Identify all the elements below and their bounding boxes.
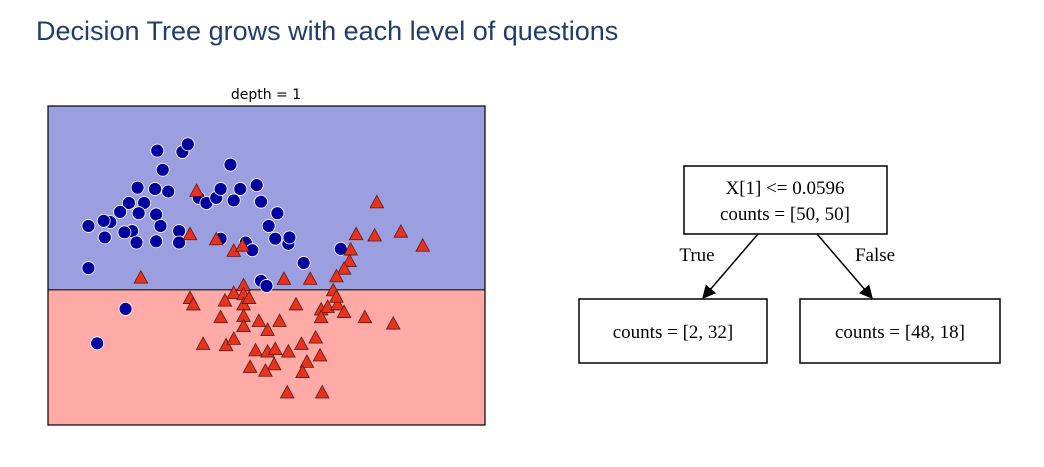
point-class0-16 bbox=[270, 206, 285, 221]
false-edge-arrow bbox=[816, 233, 873, 300]
point-class0-0 bbox=[150, 143, 165, 158]
point-class1-27 bbox=[213, 309, 229, 324]
point-class0-13 bbox=[226, 193, 241, 208]
point-class1-30 bbox=[260, 322, 276, 336]
point-class0-2 bbox=[180, 137, 195, 152]
true-edge-label: True bbox=[679, 245, 714, 266]
point-class1-54 bbox=[257, 363, 273, 377]
point-class1-15 bbox=[302, 271, 318, 285]
decision-tree-diagram: X[1] <= 0.0596 counts = [50, 50] True Fa… bbox=[578, 165, 1001, 364]
tree-root-node: X[1] <= 0.0596 counts = [50, 50] bbox=[683, 165, 888, 235]
point-class1-46 bbox=[267, 341, 283, 355]
point-class0-6 bbox=[130, 180, 145, 195]
plot-frame bbox=[47, 105, 486, 426]
point-class1-39 bbox=[385, 315, 401, 330]
point-class0-32 bbox=[96, 213, 111, 228]
point-class0-43 bbox=[282, 230, 297, 245]
point-class1-57 bbox=[279, 384, 295, 399]
root-condition-text: X[1] <= 0.0596 bbox=[725, 178, 844, 199]
point-class1-48 bbox=[294, 336, 309, 350]
point-class0-24 bbox=[153, 219, 168, 233]
point-class1-13 bbox=[336, 260, 352, 275]
point-class1-37 bbox=[313, 309, 329, 324]
point-class0-22 bbox=[131, 206, 146, 221]
point-class1-28 bbox=[236, 318, 251, 333]
point-class1-32 bbox=[288, 296, 304, 311]
point-class0-4 bbox=[223, 157, 238, 172]
right-leaf-counts-text: counts = [48, 18] bbox=[835, 322, 965, 343]
point-class0-29 bbox=[97, 230, 112, 245]
point-class0-27 bbox=[149, 234, 164, 249]
point-class0-17 bbox=[261, 219, 276, 233]
point-class0-23 bbox=[149, 207, 164, 222]
point-class1-56 bbox=[314, 384, 330, 399]
point-class1-2 bbox=[208, 231, 224, 246]
point-class1-7 bbox=[367, 227, 383, 242]
point-class0-39 bbox=[296, 256, 311, 270]
point-class1-41 bbox=[195, 336, 211, 350]
root-counts-text: counts = [50, 50] bbox=[720, 204, 850, 225]
point-class0-14 bbox=[233, 182, 248, 196]
point-class1-19 bbox=[185, 296, 201, 311]
point-class0-31 bbox=[81, 219, 96, 233]
point-class1-14 bbox=[328, 268, 344, 283]
point-class1-55 bbox=[242, 359, 258, 373]
true-edge-arrow bbox=[702, 233, 759, 300]
point-class1-29 bbox=[251, 313, 267, 327]
point-class1-35 bbox=[330, 296, 345, 311]
left-leaf-counts-text: counts = [2, 32] bbox=[613, 322, 733, 343]
point-class1-5 bbox=[235, 238, 250, 252]
point-class1-44 bbox=[248, 342, 263, 357]
point-class0-25 bbox=[172, 224, 187, 238]
false-edge-label: False bbox=[855, 245, 895, 266]
point-class1-25 bbox=[217, 292, 233, 307]
point-class1-43 bbox=[226, 331, 242, 345]
point-class1-26 bbox=[241, 290, 257, 304]
point-class1-20 bbox=[226, 285, 242, 299]
point-class1-31 bbox=[272, 313, 288, 327]
point-class1-50 bbox=[312, 347, 328, 362]
decision-boundary-plot: depth = 1 bbox=[47, 87, 486, 426]
point-class1-1 bbox=[182, 226, 198, 241]
point-class1-49 bbox=[308, 329, 324, 344]
point-class1-40 bbox=[328, 289, 344, 303]
tree-left-leaf: counts = [2, 32] bbox=[578, 298, 768, 364]
point-class1-52 bbox=[295, 364, 310, 378]
point-class0-15 bbox=[254, 194, 268, 209]
point-class0-46 bbox=[90, 336, 105, 351]
point-class1-12 bbox=[342, 253, 357, 267]
point-class0-7 bbox=[148, 182, 162, 196]
point-class0-30 bbox=[117, 225, 132, 240]
point-class0-3 bbox=[155, 162, 170, 177]
point-class0-20 bbox=[113, 205, 128, 219]
point-class1-51 bbox=[299, 354, 315, 368]
point-class0-44 bbox=[81, 261, 96, 275]
point-class1-10 bbox=[415, 238, 431, 252]
point-class1-47 bbox=[280, 343, 296, 358]
point-class1-0 bbox=[189, 183, 205, 197]
plot-title: depth = 1 bbox=[231, 87, 301, 103]
point-class1-9 bbox=[393, 223, 409, 238]
point-class0-5 bbox=[249, 178, 264, 193]
point-class1-11 bbox=[343, 241, 359, 256]
point-class0-33 bbox=[172, 235, 187, 250]
point-class0-12 bbox=[213, 182, 228, 196]
point-class1-38 bbox=[357, 309, 373, 324]
point-class0-18 bbox=[121, 196, 136, 210]
point-class0-41 bbox=[259, 279, 274, 293]
point-class1-53 bbox=[266, 356, 282, 371]
slide-title: Decision Tree grows with each level of q… bbox=[36, 16, 619, 46]
point-class1-36 bbox=[336, 304, 352, 318]
point-class0-37 bbox=[268, 231, 283, 246]
point-class0-45 bbox=[118, 301, 133, 316]
data-points bbox=[81, 137, 431, 399]
point-class1-6 bbox=[369, 194, 385, 209]
point-class0-28 bbox=[129, 235, 144, 250]
tree-right-leaf: counts = [48, 18] bbox=[799, 298, 1001, 364]
point-class0-8 bbox=[161, 184, 176, 199]
point-class1-4 bbox=[276, 271, 292, 285]
point-class1-8 bbox=[348, 226, 364, 241]
point-class1-17 bbox=[133, 269, 149, 284]
